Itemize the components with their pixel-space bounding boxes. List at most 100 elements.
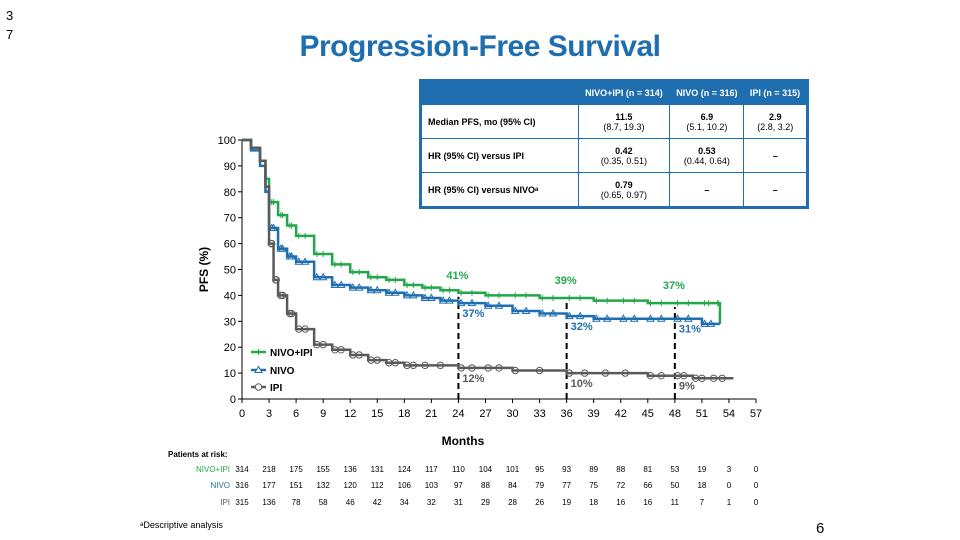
at-risk-count: 78	[292, 498, 301, 507]
censor-mark	[580, 369, 589, 377]
stats-cell: 11.5 (8.7, 19.3)	[577, 104, 671, 139]
censor-mark	[385, 359, 393, 367]
censor-mark	[272, 276, 280, 284]
landmark-label: 9%	[679, 381, 695, 393]
at-risk-count: 88	[616, 465, 625, 474]
censor-mark	[701, 300, 708, 307]
x-tick-label: 33	[533, 408, 545, 420]
censor-mark	[656, 314, 666, 322]
at-risk-count: 103	[425, 481, 439, 490]
censor-mark	[426, 293, 436, 301]
at-risk-count: 93	[562, 465, 571, 474]
x-tick-label: 21	[425, 408, 437, 420]
stats-cell: 0.79 (0.65, 0.97)	[577, 172, 671, 208]
censor-mark	[631, 297, 638, 304]
censor-mark	[422, 284, 429, 291]
censor-mark	[318, 272, 328, 281]
censor-mark	[349, 351, 357, 359]
stats-header-cell: IPI (n = 315)	[743, 80, 808, 105]
landmark-label: 10%	[571, 378, 593, 390]
x-tick-label: 57	[750, 408, 762, 420]
at-risk-count: 7	[700, 498, 705, 507]
x-tick-label: 27	[479, 408, 491, 420]
at-risk-count: 175	[289, 465, 303, 474]
censor-mark	[467, 298, 477, 307]
censor-mark	[550, 294, 557, 301]
stats-row-label: HR (95% CI) versus IPI	[420, 138, 579, 173]
landmark-label: 31%	[679, 324, 701, 336]
legend-marker	[254, 383, 263, 391]
at-risk-count: 110	[452, 465, 465, 474]
at-risk-count: 0	[727, 481, 732, 490]
x-tick-label: 6	[293, 408, 299, 420]
censor-mark	[384, 288, 394, 296]
y-tick-label: 50	[224, 265, 236, 277]
y-tick-label: 90	[224, 161, 236, 173]
y-tick-label: 80	[224, 187, 236, 199]
censor-mark	[445, 296, 454, 304]
censor-mark	[485, 292, 492, 299]
censor-mark	[468, 364, 476, 372]
censor-mark	[566, 294, 573, 301]
landmark-label: 41%	[446, 270, 468, 282]
censor-mark	[577, 294, 584, 301]
censor-mark	[602, 314, 612, 322]
censor-mark	[356, 269, 363, 276]
censor-mark	[683, 314, 693, 322]
at-risk-count: 131	[371, 465, 385, 474]
at-risk-count: 132	[316, 481, 330, 490]
km-curve-nivo-ipi	[242, 138, 722, 324]
censor-mark	[390, 288, 400, 296]
censor-mark	[366, 285, 376, 294]
censor-mark	[657, 371, 666, 380]
x-tick-label: 54	[723, 408, 735, 420]
at-risk-count: 155	[316, 465, 330, 474]
censor-mark	[629, 314, 639, 322]
censor-mark	[565, 369, 574, 377]
censor-mark	[421, 361, 429, 370]
censor-mark	[295, 232, 302, 239]
page-number: 6	[816, 520, 825, 537]
censor-mark	[523, 292, 530, 299]
at-risk-count: 66	[643, 481, 652, 490]
censor-mark	[604, 297, 611, 304]
legend-label: NIVO	[270, 366, 295, 377]
censor-mark	[300, 257, 310, 265]
censor-mark	[495, 364, 503, 372]
landmark-label: 39%	[555, 275, 577, 287]
stats-table-header-row: NIVO+IPI (n = 314) NIVO (n = 316) IPI (n…	[420, 80, 808, 105]
at-risk-count: 314	[235, 465, 249, 474]
censor-mark	[621, 369, 629, 377]
landmark-label: 32%	[571, 321, 593, 333]
censor-mark	[456, 298, 466, 307]
censor-mark	[286, 309, 294, 318]
x-tick-label: 36	[561, 408, 573, 420]
censor-mark	[294, 257, 304, 265]
y-tick-label: 20	[224, 342, 236, 354]
y-tick-label: 60	[224, 239, 236, 251]
censor-mark	[718, 374, 726, 382]
at-risk-count: 1	[727, 498, 732, 507]
at-risk-count: 89	[589, 465, 598, 474]
censor-mark	[331, 346, 339, 354]
censor-mark	[313, 340, 321, 349]
at-risk-count: 95	[535, 465, 544, 474]
at-risk-count: 34	[400, 498, 409, 507]
at-risk-count: 104	[479, 465, 493, 474]
y-tick-label: 30	[224, 316, 236, 328]
stats-header-cell	[420, 80, 578, 105]
slide-number-digit: 3	[6, 8, 14, 23]
at-risk-count: 58	[319, 498, 328, 507]
censor-mark	[510, 306, 520, 314]
at-risk-count: 29	[481, 498, 490, 507]
censor-mark	[330, 280, 340, 289]
at-risk-row-label: NIVO+IPI	[196, 465, 230, 474]
censor-mark	[673, 371, 682, 380]
censor-mark	[658, 300, 665, 307]
censor-mark	[268, 239, 276, 248]
slide-number-digit: 7	[6, 27, 14, 42]
censor-mark	[496, 292, 502, 299]
at-risk-count: 0	[754, 481, 759, 490]
at-risk-count: 26	[535, 498, 544, 507]
at-risk-count: 101	[506, 465, 520, 474]
